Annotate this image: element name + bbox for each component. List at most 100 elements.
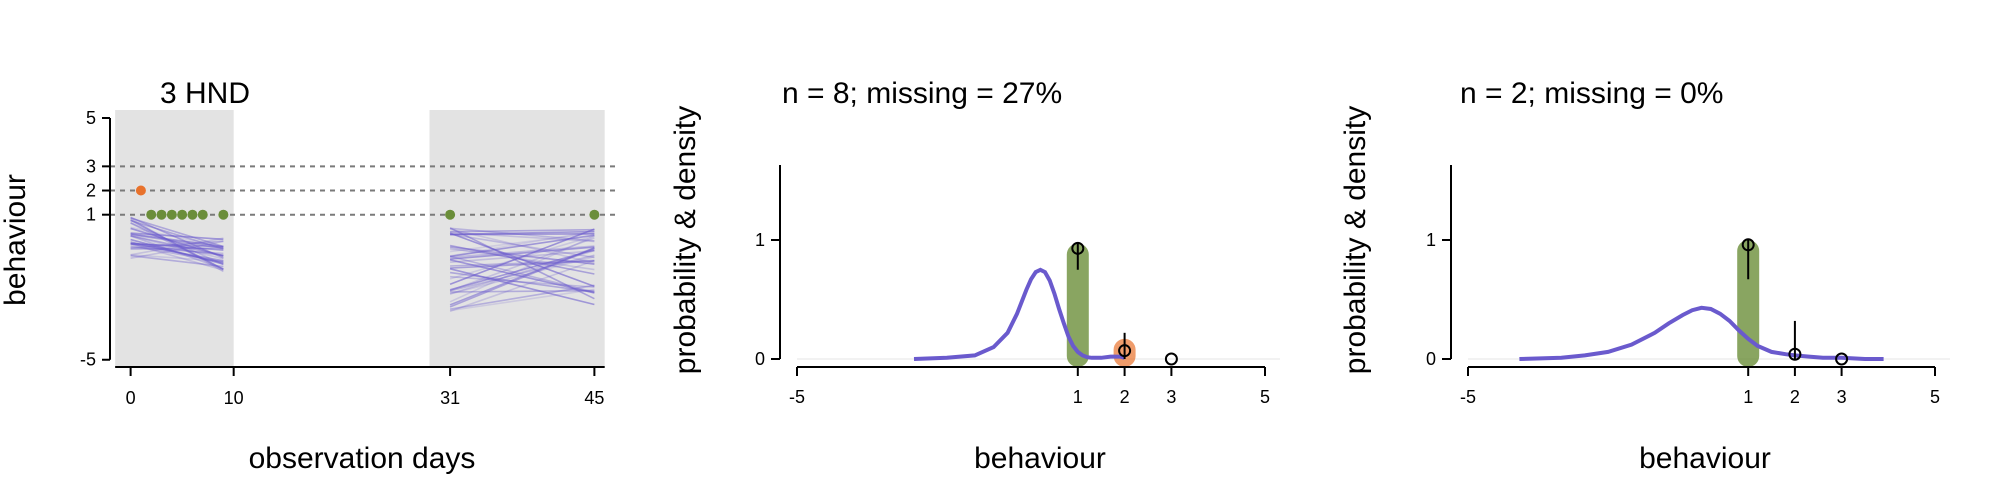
x-tick-label: 45 [584, 388, 604, 408]
estimate-point-1 [1071, 241, 1085, 255]
estimate-point-2 [1788, 347, 1802, 361]
y-tick-label: 1 [1426, 230, 1436, 250]
trajectory-line [449, 232, 595, 288]
estimate-point-3 [1164, 352, 1178, 366]
trajectory-line [130, 233, 224, 250]
observed-point [135, 185, 146, 196]
trajectory-line [130, 216, 224, 259]
x-tick-label: 3 [1166, 387, 1176, 407]
y-tick-label: 1 [86, 205, 96, 225]
trajectory-line [449, 271, 595, 293]
trajectory-line [130, 217, 224, 248]
trajectory-line [130, 233, 224, 248]
x-tick-label: 5 [1260, 387, 1270, 407]
trajectory-line [450, 289, 595, 293]
trajectory-line [130, 235, 224, 260]
estimate-point-2 [1118, 344, 1132, 358]
observed-point [445, 209, 456, 220]
estimate-point-1 [1741, 238, 1755, 252]
trajectory-line [450, 246, 595, 265]
x-tick-label: -5 [1460, 387, 1476, 407]
trajectory-line [450, 260, 595, 269]
trajectory-line [130, 242, 224, 271]
trajectory-line [450, 246, 595, 260]
x-tick-label: 31 [440, 388, 460, 408]
trajectory-line [450, 228, 595, 233]
trajectory-line [449, 235, 595, 303]
observed-point [156, 209, 167, 220]
observed-point [187, 209, 198, 220]
panel-1-x-axis-label: observation days [249, 442, 476, 475]
x-tick-label: 1 [1743, 387, 1753, 407]
trajectory-line [130, 237, 224, 256]
density-line [913, 267, 1126, 361]
trajectory-line [130, 254, 224, 263]
trajectory-line [449, 247, 595, 271]
density-curve [1519, 305, 1884, 361]
probability-estimates [1741, 238, 1849, 366]
panel-1-title: 3 HND [160, 77, 250, 110]
trajectory-line [130, 242, 224, 251]
x-tick-label: 1 [1073, 387, 1083, 407]
y-tick-label: 5 [86, 108, 96, 128]
panel-3-x-axis-label: behaviour [1639, 442, 1771, 475]
trajectory-line [130, 246, 224, 255]
x-tick-label: 2 [1790, 387, 1800, 407]
estimate-point-3 [1835, 352, 1849, 366]
x-tick-label: 10 [224, 388, 244, 408]
y-tick-label: -5 [80, 350, 96, 370]
trajectory-line [130, 232, 224, 241]
x-tick-label: 0 [126, 388, 136, 408]
trajectory-line [130, 242, 224, 257]
y-tick-label: 0 [755, 349, 765, 369]
panel-2-x-axis-label: behaviour [974, 442, 1106, 475]
trajectory-line [450, 275, 595, 288]
trajectory-line [449, 254, 595, 292]
observed-points [135, 185, 600, 220]
x-tick-label: 2 [1120, 387, 1130, 407]
trajectory-line [130, 234, 224, 257]
x-tick-label: 3 [1837, 387, 1847, 407]
category-bar-1 [1066, 243, 1089, 367]
trajectory-line [449, 244, 595, 275]
y-tick-label: 2 [86, 181, 96, 201]
panel-distribution-2: 0 1 -5 1 2 3 5 n = 2; missing = 0% behaviour p… [1339, 77, 1950, 475]
trajectory-line [130, 219, 224, 250]
trajectory-line [130, 243, 224, 262]
y-tick-label: 0 [1426, 349, 1436, 369]
trajectory-line [130, 227, 224, 258]
axes: 0 1 -5 1 2 3 5 [755, 165, 1270, 407]
panel-1-y-axis-label: behaviour [0, 174, 32, 306]
shaded-period-1 [429, 110, 605, 367]
density-line [1519, 305, 1884, 361]
x-tick-label: -5 [789, 387, 805, 407]
trajectory-line [449, 230, 595, 257]
trajectory-line [449, 234, 595, 258]
density-curve [913, 267, 1126, 361]
observed-category-bars [1066, 243, 1136, 367]
observed-point [218, 209, 229, 220]
observed-point [146, 209, 157, 220]
trajectory-line [449, 284, 595, 310]
panel-3-y-axis-label: probability & density [1339, 106, 1372, 374]
y-tick-label: 1 [755, 230, 765, 250]
trajectory-line [450, 233, 595, 236]
y-tick-label: 3 [86, 156, 96, 176]
trajectory-line [449, 247, 595, 306]
observed-point [197, 209, 208, 220]
trajectory-line [450, 232, 595, 253]
trajectory-line [449, 255, 595, 293]
panel-2-y-axis-label: probability & density [669, 106, 702, 374]
axes: 5 3 2 1 -5 0 10 31 45 [80, 108, 605, 408]
panel-2-title: n = 8; missing = 27% [782, 77, 1062, 110]
axes: 0 1 -5 1 2 3 5 [1426, 165, 1940, 407]
panel-distribution-1: 01-5 1 2 3 5 n = 8; missing = 27% behaviour … [669, 77, 1280, 475]
observed-point [166, 209, 177, 220]
trajectory-line [130, 254, 224, 268]
trajectory-line [449, 227, 595, 300]
trajectory-line [449, 288, 595, 312]
panel-3-title: n = 2; missing = 0% [1460, 77, 1723, 110]
trajectory-line [450, 259, 595, 267]
panel-trajectories: 5 3 2 1 -5 0 10 31 45 3 HND observation days beh… [0, 77, 615, 475]
